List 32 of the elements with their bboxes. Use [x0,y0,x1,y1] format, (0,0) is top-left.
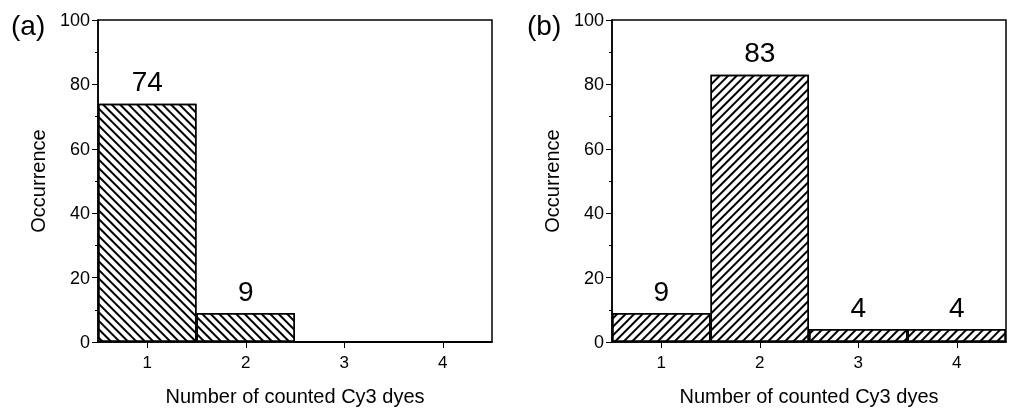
data-label: 4 [948,291,965,323]
y-tick-label: 40 [583,203,604,224]
y-tick-label: 40 [69,203,90,224]
x-tick-label: 4 [952,353,962,372]
y-tick-label: 80 [69,74,90,95]
chart-title: (b) [527,9,562,41]
y-tick-label: 0 [593,332,604,352]
y-tick-label: 20 [69,267,90,288]
data-label: 9 [237,275,254,307]
y-tick-label: 60 [583,138,604,159]
y-axis-title: Occurrence [541,129,563,233]
chart-title: (a) [11,9,46,41]
y-tick-label: 60 [69,138,90,159]
x-tick-label: 2 [755,353,765,372]
x-axis-title: Number of counted Cy3 dyes [165,385,425,407]
x-tick-label: 2 [241,353,251,372]
y-tick-label: 20 [583,267,604,288]
x-tick-label: 3 [339,353,349,372]
data-label: 74 [131,66,163,98]
x-tick-label: 4 [438,353,448,372]
x-tick-label: 1 [142,353,152,372]
x-axis-title: Number of counted Cy3 dyes [679,385,939,407]
y-tick-label: 100 [59,10,90,30]
data-label: 9 [653,275,670,307]
data-label: 83 [744,37,776,69]
y-tick-label: 100 [573,10,604,30]
x-tick-label: 1 [656,353,666,372]
data-label: 4 [850,291,867,323]
y-tick-label: 0 [79,332,90,352]
y-tick-label: 80 [583,74,604,95]
y-axis-title: Occurrence [27,129,49,233]
x-tick-label: 3 [853,353,863,372]
